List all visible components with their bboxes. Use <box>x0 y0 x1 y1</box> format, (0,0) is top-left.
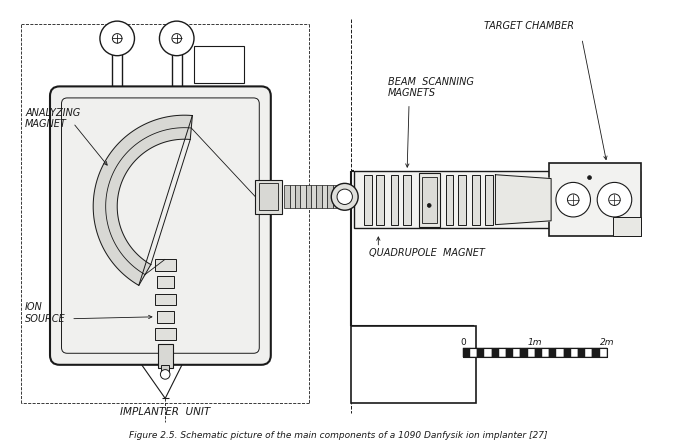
Bar <box>155 328 176 340</box>
Bar <box>157 311 174 323</box>
Bar <box>592 347 600 357</box>
Bar <box>284 185 289 208</box>
Bar <box>418 173 440 227</box>
Text: 1m: 1m <box>527 338 542 347</box>
Bar <box>535 347 542 357</box>
Text: TARGET CHAMBER: TARGET CHAMBER <box>484 21 574 31</box>
Bar <box>364 175 372 225</box>
Circle shape <box>160 370 170 379</box>
Circle shape <box>160 21 194 56</box>
Bar <box>571 347 578 357</box>
Bar <box>513 347 521 357</box>
Bar <box>289 185 295 208</box>
Circle shape <box>567 194 579 206</box>
Polygon shape <box>93 115 193 286</box>
Bar <box>578 347 585 357</box>
Circle shape <box>112 34 122 43</box>
Text: IMPLANTER  UNIT: IMPLANTER UNIT <box>120 407 210 417</box>
Bar <box>162 365 169 373</box>
Circle shape <box>331 183 358 210</box>
Bar <box>499 347 506 357</box>
Bar <box>300 185 306 208</box>
Bar <box>564 347 571 357</box>
Bar <box>157 277 174 288</box>
Bar <box>327 185 333 208</box>
Text: 0: 0 <box>460 338 466 347</box>
Bar <box>158 344 173 368</box>
Bar <box>458 175 466 225</box>
Polygon shape <box>496 175 551 225</box>
Circle shape <box>608 194 621 206</box>
Bar <box>470 347 477 357</box>
Bar <box>391 175 398 225</box>
Bar <box>463 347 607 357</box>
Bar <box>322 185 327 208</box>
Bar <box>311 185 316 208</box>
Bar <box>473 175 480 225</box>
Circle shape <box>172 34 182 43</box>
Bar <box>404 175 411 225</box>
Bar <box>256 179 283 214</box>
Bar <box>485 175 493 225</box>
Bar <box>377 175 384 225</box>
Bar <box>542 347 549 357</box>
Text: ION
SOURCE: ION SOURCE <box>25 302 66 324</box>
Bar <box>463 347 470 357</box>
Bar <box>155 259 176 271</box>
Circle shape <box>556 183 590 217</box>
Bar <box>527 347 535 357</box>
Bar <box>585 347 592 357</box>
Bar <box>316 185 322 208</box>
Circle shape <box>100 21 135 56</box>
Bar <box>549 347 556 357</box>
Circle shape <box>597 183 632 217</box>
Bar <box>600 347 607 357</box>
Bar <box>463 347 607 357</box>
Bar <box>306 185 311 208</box>
Bar <box>422 177 437 223</box>
Text: QUADRUPOLE  MAGNET: QUADRUPOLE MAGNET <box>368 248 485 258</box>
FancyBboxPatch shape <box>50 86 271 365</box>
Circle shape <box>427 203 431 207</box>
Bar <box>549 163 642 236</box>
Bar <box>352 326 476 403</box>
Bar <box>491 347 499 357</box>
Bar <box>194 46 244 83</box>
Text: ANALYZING
MAGNET: ANALYZING MAGNET <box>25 107 80 129</box>
Bar <box>485 347 491 357</box>
Circle shape <box>587 175 592 179</box>
Bar <box>155 294 176 305</box>
Bar <box>556 347 564 357</box>
Bar <box>506 347 513 357</box>
Bar <box>333 185 338 208</box>
Bar <box>260 183 279 210</box>
Bar <box>477 347 485 357</box>
Bar <box>612 217 642 236</box>
Bar <box>354 171 640 229</box>
Text: 2m: 2m <box>600 338 614 347</box>
Text: Figure 2.5. Schematic picture of the main components of a 1090 Danfysik ion impl: Figure 2.5. Schematic picture of the mai… <box>128 431 548 440</box>
Bar <box>295 185 300 208</box>
Circle shape <box>337 189 352 205</box>
Bar <box>521 347 527 357</box>
Text: BEAM  SCANNING
MAGNETS: BEAM SCANNING MAGNETS <box>388 77 474 99</box>
Bar <box>445 175 453 225</box>
